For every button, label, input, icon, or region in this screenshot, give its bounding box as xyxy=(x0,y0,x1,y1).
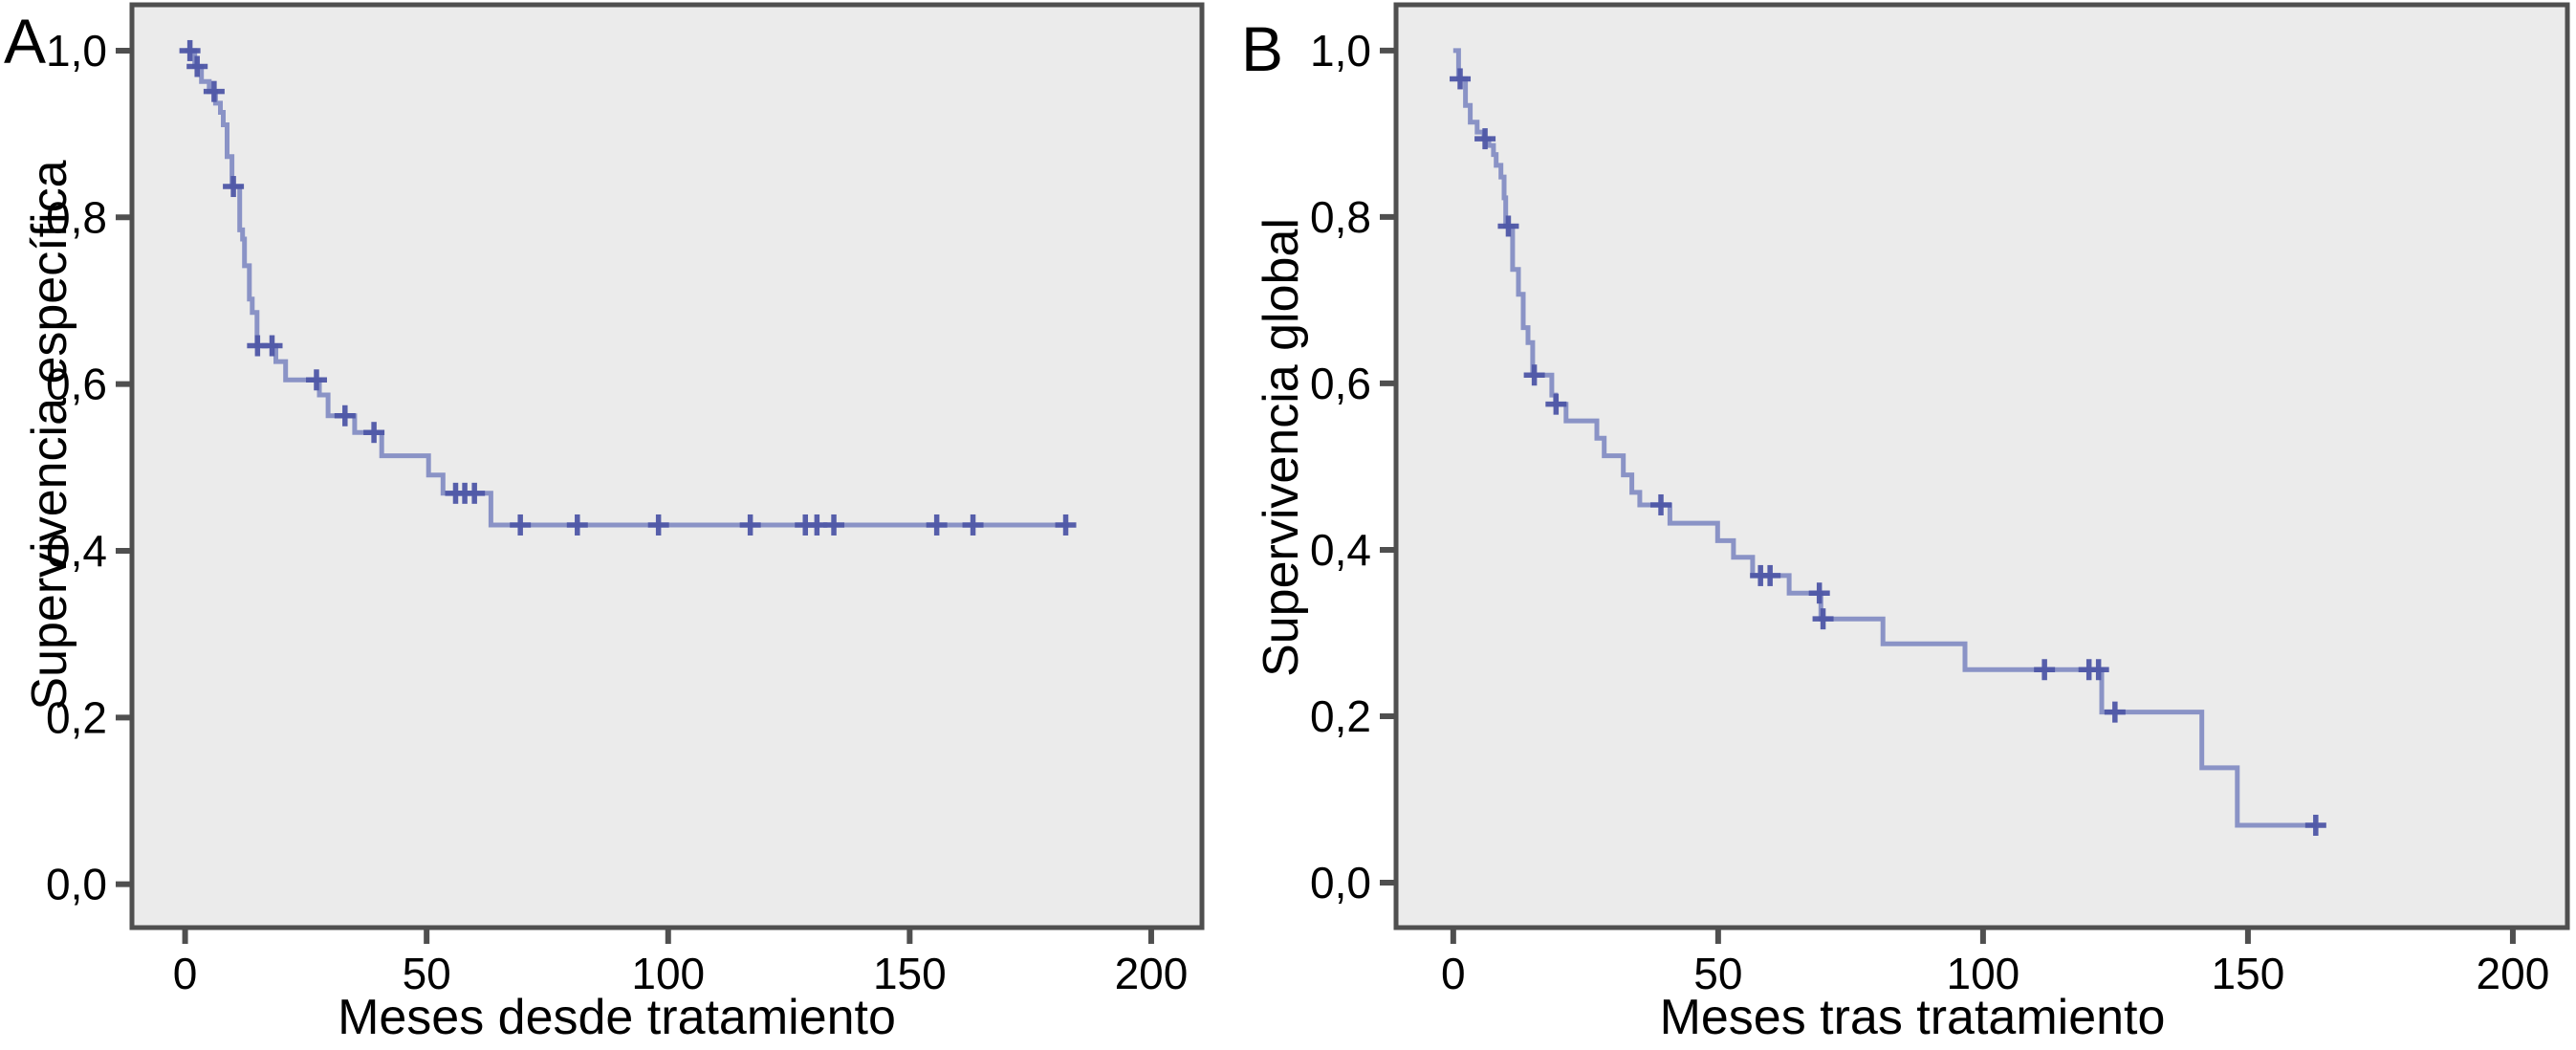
x-tick-label-a: 150 xyxy=(873,949,947,998)
panel-b-letter: B xyxy=(1241,13,1284,84)
y-tick-label-b: 1,0 xyxy=(1310,26,1371,76)
censor-marks-b xyxy=(1450,68,2326,836)
x-axis-a: 0 50 100 150 200 xyxy=(173,928,1189,998)
y-tick-label-a: 0,8 xyxy=(46,192,107,242)
y-axis-a: 1,0 0,8 0,6 0,4 0,2 0,0 xyxy=(46,26,132,909)
panel-b-xlabel: Meses tras tratamiento xyxy=(1659,990,2166,1045)
plot-border-b xyxy=(1393,2,2570,930)
y-tick-label-a: 1,0 xyxy=(46,26,107,76)
x-axis-b: 0 50 100 150 200 xyxy=(1441,928,2549,998)
y-tick-label-b: 0,2 xyxy=(1310,691,1371,741)
x-tick-label-a: 0 xyxy=(173,949,198,998)
plot-area-a xyxy=(132,5,1202,928)
y-tick-label-b: 0,0 xyxy=(1310,858,1371,908)
y-tick-label-a: 0,0 xyxy=(46,860,107,909)
panel-a-letter: A xyxy=(4,6,47,77)
y-tick-label-b: 0,4 xyxy=(1310,525,1371,575)
panel-a: 1,0 0,8 0,6 0,4 0,2 0,0 0 50 100 150 200 xyxy=(46,2,1205,998)
panel-b-ylabel: Supervivencia global xyxy=(1254,218,1309,677)
x-tick-label-b: 50 xyxy=(1693,949,1742,998)
x-tick-label-a: 100 xyxy=(631,949,705,998)
x-tick-label-a: 50 xyxy=(403,949,451,998)
panel-a-xlabel: Meses desde tratamiento xyxy=(338,990,896,1045)
panel-b: 1,0 0,8 0,6 0,4 0,2 0,0 0 50 100 150 200 xyxy=(1310,2,2570,998)
y-tick-label-a: 0,4 xyxy=(46,526,107,576)
plot-border-a xyxy=(129,2,1205,930)
y-tick-label-a: 0,6 xyxy=(46,360,107,409)
x-tick-label-b: 100 xyxy=(1947,949,2020,998)
panel-a-ylabel: Supervivencia específica xyxy=(22,160,77,711)
x-tick-label-b: 150 xyxy=(2212,949,2285,998)
y-axis-b: 1,0 0,8 0,6 0,4 0,2 0,0 xyxy=(1310,26,1396,908)
x-tick-label-a: 200 xyxy=(1115,949,1189,998)
x-tick-label-b: 0 xyxy=(1441,949,1466,998)
censor-marks-a xyxy=(179,39,1077,536)
plot-area-b xyxy=(1396,5,2567,928)
y-tick-label-b: 0,6 xyxy=(1310,359,1371,408)
x-tick-label-b: 200 xyxy=(2477,949,2550,998)
y-tick-label-b: 0,8 xyxy=(1310,192,1371,242)
y-tick-label-a: 0,2 xyxy=(46,692,107,742)
